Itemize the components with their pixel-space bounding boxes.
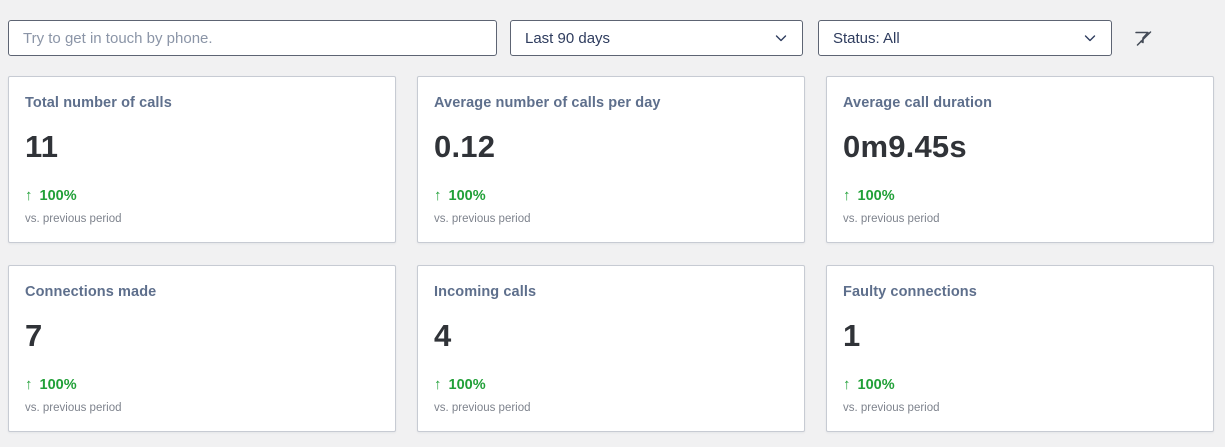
stat-card-connections-made: Connections made 7 ↑ 100% vs. previous p…	[8, 265, 396, 432]
card-value: 1	[843, 318, 861, 353]
card-title: Average call duration	[843, 95, 993, 111]
stat-card-faulty-connections: Faulty connections 1 ↑ 100% vs. previous…	[826, 265, 1214, 432]
card-compare-label: vs. previous period	[434, 402, 531, 414]
card-value: 11	[25, 129, 59, 164]
card-trend: ↑ 100%	[434, 187, 486, 204]
card-value: 7	[25, 318, 43, 353]
trend-percent: 100%	[857, 376, 895, 393]
period-select[interactable]: Last 90 days	[510, 20, 803, 56]
trend-up-arrow-icon: ↑	[843, 187, 851, 204]
chevron-down-icon	[774, 31, 788, 45]
card-compare-label: vs. previous period	[25, 213, 122, 225]
chevron-down-icon	[1083, 31, 1097, 45]
trend-percent: 100%	[448, 187, 486, 204]
search-input[interactable]	[9, 21, 496, 55]
stat-card-avg-call-duration: Average call duration 0m9.45s ↑ 100% vs.…	[826, 76, 1214, 243]
card-trend: ↑ 100%	[843, 376, 895, 393]
clear-filters-button[interactable]	[1130, 25, 1156, 51]
card-title: Connections made	[25, 284, 157, 300]
stat-card-total-calls: Total number of calls 11 ↑ 100% vs. prev…	[8, 76, 396, 243]
card-trend: ↑ 100%	[434, 376, 486, 393]
trend-up-arrow-icon: ↑	[25, 376, 33, 393]
card-trend: ↑ 100%	[25, 376, 77, 393]
card-title: Faulty connections	[843, 284, 977, 300]
period-select-value: Last 90 days	[525, 29, 611, 47]
card-title: Average number of calls per day	[434, 95, 661, 111]
card-compare-label: vs. previous period	[843, 402, 940, 414]
trend-percent: 100%	[448, 376, 486, 393]
card-trend: ↑ 100%	[843, 187, 895, 204]
trend-percent: 100%	[39, 187, 77, 204]
trend-up-arrow-icon: ↑	[434, 376, 442, 393]
card-value: 0.12	[434, 129, 496, 164]
card-title: Total number of calls	[25, 95, 172, 111]
search-box	[8, 20, 497, 56]
filter-off-icon	[1133, 28, 1154, 49]
card-value: 4	[434, 318, 452, 353]
trend-up-arrow-icon: ↑	[434, 187, 442, 204]
trend-percent: 100%	[39, 376, 77, 393]
card-trend: ↑ 100%	[25, 187, 77, 204]
card-compare-label: vs. previous period	[25, 402, 122, 414]
card-compare-label: vs. previous period	[843, 213, 940, 225]
status-select-value: Status: All	[833, 29, 900, 47]
trend-up-arrow-icon: ↑	[25, 187, 33, 204]
status-select[interactable]: Status: All	[818, 20, 1112, 56]
stat-card-avg-calls-per-day: Average number of calls per day 0.12 ↑ 1…	[417, 76, 805, 243]
card-title: Incoming calls	[434, 284, 537, 300]
card-value: 0m9.45s	[843, 129, 967, 164]
stats-grid: Total number of calls 11 ↑ 100% vs. prev…	[8, 76, 1214, 432]
trend-up-arrow-icon: ↑	[843, 376, 851, 393]
stat-card-incoming-calls: Incoming calls 4 ↑ 100% vs. previous per…	[417, 265, 805, 432]
trend-percent: 100%	[857, 187, 895, 204]
card-compare-label: vs. previous period	[434, 213, 531, 225]
